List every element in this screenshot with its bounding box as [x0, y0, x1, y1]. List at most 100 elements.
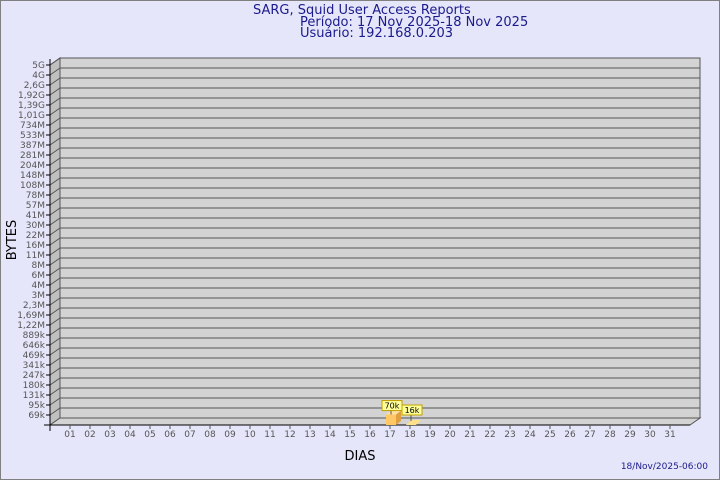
- x-tick-label: 14: [324, 430, 336, 440]
- y-tick-depth: [49, 237, 61, 246]
- y-tick-label: 889k: [23, 331, 46, 341]
- x-tick-label: 20: [444, 430, 456, 440]
- y-tick-depth: [49, 87, 61, 96]
- y-tick-label: 6M: [32, 271, 46, 281]
- y-tick-depth: [49, 67, 61, 76]
- x-tick-label: 24: [524, 430, 536, 440]
- y-tick-depth: [49, 127, 61, 136]
- x-tick-label: 26: [564, 430, 576, 440]
- x-tick-label: 27: [584, 430, 595, 440]
- bar-side: [396, 410, 401, 425]
- y-tick-label: 1,39G: [18, 101, 45, 111]
- timestamp: 18/Nov/2025-06:00: [620, 462, 708, 472]
- y-tick-depth: [49, 157, 61, 166]
- y-tick-label: 4G: [32, 71, 45, 81]
- y-tick-depth: [49, 277, 61, 286]
- x-tick-label: 28: [604, 430, 616, 440]
- x-tick-label: 10: [244, 430, 256, 440]
- y-tick-depth: [49, 117, 61, 126]
- y-tick-label: 1,69M: [17, 311, 45, 321]
- y-tick-depth: [49, 57, 61, 66]
- chart-user: Usuário: 192.168.0.203: [300, 26, 454, 41]
- y-tick-label: 95k: [28, 401, 45, 411]
- x-tick-label: 03: [104, 430, 115, 440]
- bar-flat: [406, 420, 421, 425]
- y-tick-depth: [49, 207, 61, 216]
- y-tick-depth: [49, 137, 61, 146]
- y-tick-label: 469k: [23, 351, 46, 361]
- y-tick-label: 22M: [26, 231, 45, 241]
- y-tick-depth: [49, 227, 61, 236]
- x-tick-label: 23: [504, 430, 515, 440]
- x-tick-label: 21: [464, 430, 475, 440]
- y-tick-depth: [49, 337, 61, 346]
- y-tick-depth: [49, 107, 61, 116]
- x-tick-label: 01: [64, 430, 75, 440]
- y-tick-depth: [49, 147, 61, 156]
- y-tick-label: 4M: [32, 281, 46, 291]
- x-tick-label: 25: [544, 430, 555, 440]
- plot-floor: [48, 417, 702, 426]
- x-tick-label: 22: [484, 430, 495, 440]
- y-tick-depth: [49, 197, 61, 206]
- y-tick-label: 16M: [26, 241, 45, 251]
- y-tick-label: 180k: [23, 381, 46, 391]
- y-tick-label: 8M: [32, 261, 46, 271]
- y-axis-label: BYTES: [5, 220, 20, 261]
- y-tick-depth: [49, 357, 61, 366]
- y-tick-label: 734M: [20, 121, 45, 131]
- y-tick-label: 1,92G: [18, 91, 45, 101]
- x-tick-label: 17: [384, 430, 395, 440]
- y-tick-depth: [49, 247, 61, 256]
- y-tick-label: 5G: [32, 61, 45, 71]
- y-tick-label: 108M: [20, 181, 45, 191]
- y-tick-label: 646k: [23, 341, 46, 351]
- x-tick-label: 11: [264, 430, 275, 440]
- y-tick-label: 533M: [20, 131, 45, 141]
- y-tick-label: 2,3M: [23, 301, 45, 311]
- y-tick-depth: [49, 267, 61, 276]
- y-tick-depth: [49, 297, 61, 306]
- y-tick-label: 57M: [26, 201, 45, 211]
- y-tick-label: 131k: [23, 391, 46, 401]
- bar-front: [386, 414, 396, 425]
- x-tick-label: 05: [144, 430, 155, 440]
- x-tick-label: 15: [344, 430, 355, 440]
- y-tick-depth: [49, 217, 61, 226]
- data-label-box: [401, 404, 423, 416]
- y-tick-depth: [49, 257, 61, 266]
- y-tick-depth: [49, 377, 61, 386]
- y-tick-depth: [49, 97, 61, 106]
- x-tick-label: 09: [224, 430, 236, 440]
- x-tick-label: 02: [84, 430, 95, 440]
- y-tick-label: 204M: [20, 161, 45, 171]
- y-tick-label: 69k: [28, 411, 45, 421]
- y-tick-depth: [49, 367, 61, 376]
- y-tick-depth: [49, 177, 61, 186]
- data-label: 16k: [405, 406, 420, 415]
- x-tick-label: 08: [204, 430, 216, 440]
- y-tick-label: 341k: [23, 361, 46, 371]
- x-axis-label: DIAS: [345, 449, 376, 464]
- y-tick-label: 3M: [32, 291, 46, 301]
- y-tick-depth: [49, 307, 61, 316]
- y-tick-label: 148M: [20, 171, 45, 181]
- x-tick-label: 16: [364, 430, 376, 440]
- x-tick-label: 31: [664, 430, 675, 440]
- x-tick-label: 29: [624, 430, 636, 440]
- y-tick-depth: [49, 167, 61, 176]
- bar-top: [386, 410, 401, 415]
- y-tick-label: 247k: [23, 371, 46, 381]
- x-tick-label: 04: [124, 430, 136, 440]
- y-tick-label: 281M: [20, 151, 45, 161]
- y-tick-label: 1,22M: [17, 321, 45, 331]
- y-tick-depth: [49, 77, 61, 86]
- y-tick-depth: [49, 317, 61, 326]
- y-tick-label: 41M: [26, 211, 45, 221]
- y-tick-label: 11M: [26, 251, 45, 261]
- x-tick-label: 07: [184, 430, 195, 440]
- y-tick-label: 78M: [26, 191, 45, 201]
- x-tick-label: 12: [284, 430, 295, 440]
- y-tick-label: 1,01G: [18, 111, 45, 121]
